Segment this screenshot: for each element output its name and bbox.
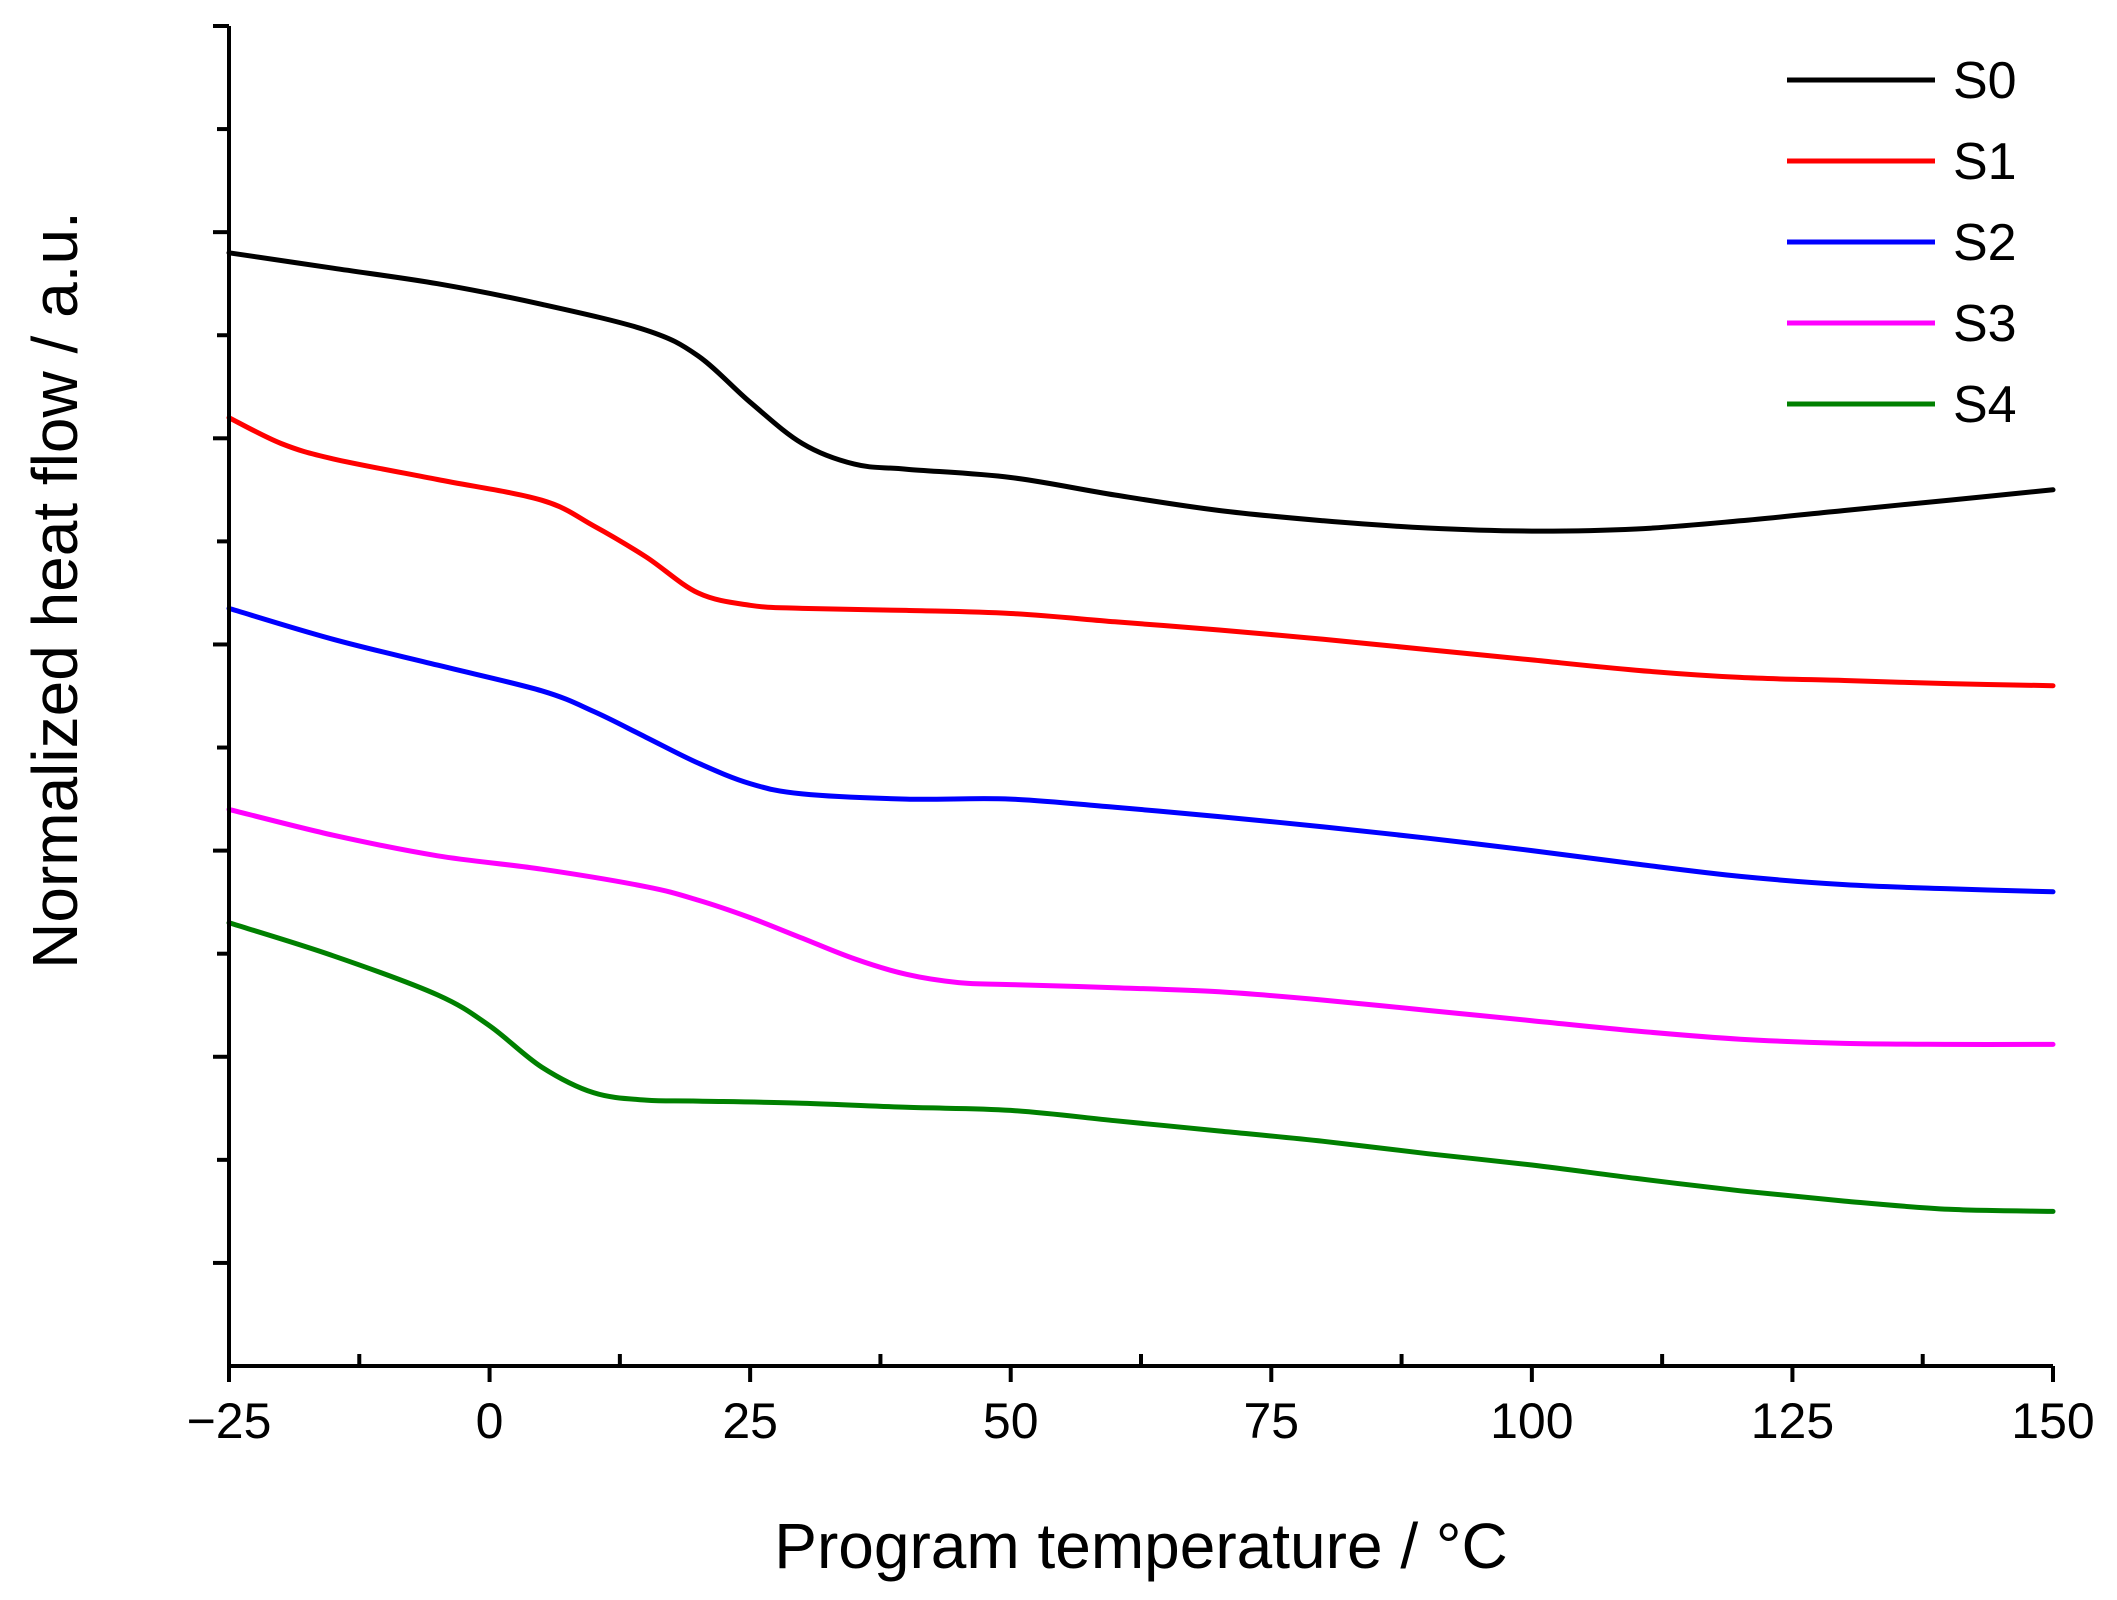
x-tick-label: 50 bbox=[983, 1393, 1039, 1449]
axes-layer bbox=[227, 26, 2053, 1368]
series-layer bbox=[226, 250, 2056, 1214]
legend-label-s0: S0 bbox=[1953, 52, 2017, 110]
x-tick-label: −25 bbox=[187, 1393, 272, 1449]
legend: S0 S1 S2 S3 S4 bbox=[1787, 52, 2017, 434]
x-tick-label: 150 bbox=[2011, 1393, 2094, 1449]
x-tick-label: 0 bbox=[476, 1393, 504, 1449]
legend-label-s3: S3 bbox=[1953, 295, 2017, 353]
x-tick-label: 75 bbox=[1243, 1393, 1299, 1449]
x-tick-label: 25 bbox=[722, 1393, 778, 1449]
series-line-s1 bbox=[226, 415, 2056, 689]
legend-label-s4: S4 bbox=[1953, 376, 2017, 434]
x-axis-title: Program temperature / °C bbox=[774, 1510, 1507, 1582]
legend-label-s2: S2 bbox=[1953, 214, 2017, 272]
labels-layer: Program temperature / °C Normalized heat… bbox=[19, 211, 1508, 1582]
x-tick-label: 125 bbox=[1751, 1393, 1834, 1449]
legend-label-s1: S1 bbox=[1953, 133, 2017, 191]
x-tick-label: 100 bbox=[1490, 1393, 1573, 1449]
ticks-layer: −25 0 25 50 75 100 125 150 bbox=[187, 24, 2095, 1449]
series-line-s2 bbox=[226, 605, 2056, 895]
y-axis-title: Normalized heat flow / a.u. bbox=[19, 211, 91, 969]
series-line-s0 bbox=[226, 250, 2056, 534]
series-line-s3 bbox=[226, 806, 2056, 1047]
series-line-s4 bbox=[226, 920, 2056, 1214]
